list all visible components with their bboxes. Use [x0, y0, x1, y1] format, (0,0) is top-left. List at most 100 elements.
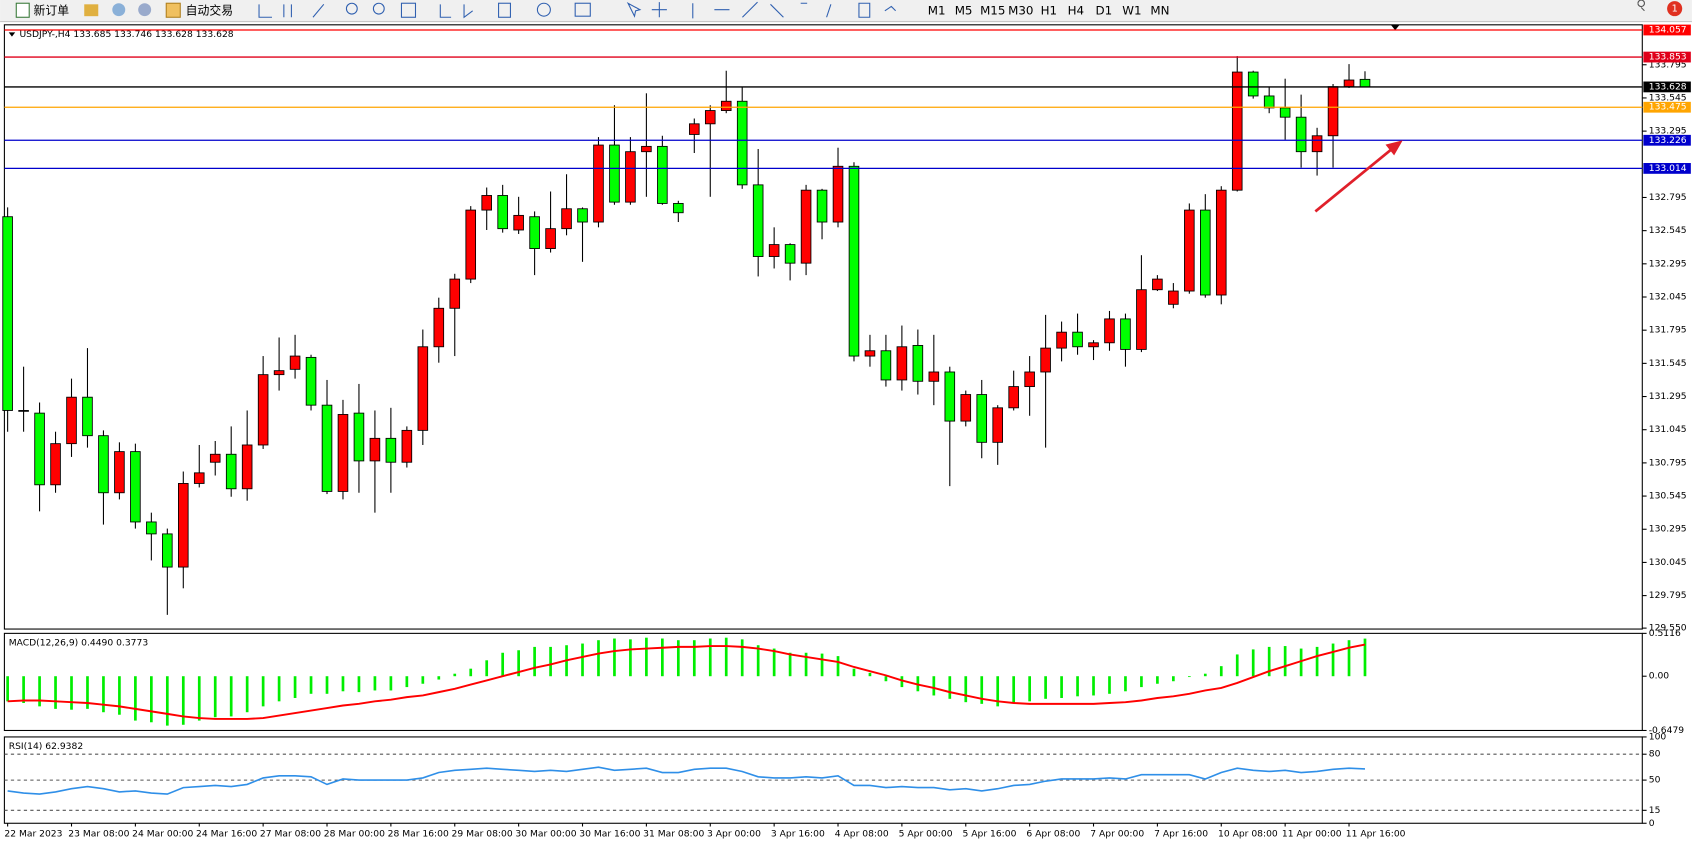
- candle-body: [529, 216, 540, 249]
- level-label-bg: [1643, 24, 1691, 36]
- candle-body: [1136, 289, 1147, 350]
- level-label: 133.475: [1649, 102, 1687, 113]
- level-label-bg: [1643, 81, 1691, 93]
- candle-body: [146, 521, 157, 535]
- level-label: 133.853: [1649, 52, 1687, 63]
- y-tick-label: 130.045: [1649, 557, 1687, 568]
- timeframe-button[interactable]: H1: [1041, 3, 1057, 17]
- y-tick-label: 132.045: [1649, 292, 1687, 303]
- toolbar-bg: [0, 0, 1692, 22]
- x-tick-label: 5 Apr 00:00: [899, 829, 953, 840]
- candle-body: [1040, 347, 1051, 373]
- candle-body: [66, 396, 77, 445]
- candle-body: [960, 394, 972, 422]
- level-label: 133.628: [1649, 81, 1687, 92]
- candle-body: [1247, 71, 1259, 97]
- candle-body: [1088, 342, 1099, 348]
- x-tick-label: 6 Apr 08:00: [1026, 829, 1080, 840]
- timeframe-button[interactable]: M1: [928, 3, 946, 17]
- candle-body: [625, 151, 636, 203]
- timeframe-button[interactable]: M15: [980, 3, 1005, 17]
- candle-body: [225, 453, 237, 490]
- candle-body: [1279, 107, 1291, 118]
- candle-body: [305, 356, 317, 406]
- candle-body: [816, 189, 828, 223]
- timeframe-button[interactable]: M5: [955, 3, 973, 17]
- candle-body: [720, 100, 732, 111]
- rsi-line: [7, 766, 1366, 795]
- chart-type-icons[interactable]: [258, 3, 325, 18]
- notification-badge-bg[interactable]: [1667, 1, 1683, 17]
- candle-body: [673, 203, 684, 214]
- toolbar-icon[interactable]: [84, 4, 99, 17]
- panel-label: RSI(14) 62.9382: [9, 741, 83, 752]
- zoom-out[interactable]: [372, 2, 385, 15]
- y-tick-label: 129.550: [1649, 623, 1687, 634]
- toolbar-icon[interactable]: [138, 3, 152, 17]
- candle-body: [1359, 78, 1371, 88]
- level-label-bg: [1643, 101, 1691, 113]
- annotation-arrow: [1314, 140, 1403, 213]
- candle-body: [114, 451, 125, 494]
- auto-trade-icon[interactable]: [165, 2, 181, 18]
- candle-body: [50, 443, 61, 486]
- candle-body: [385, 437, 397, 463]
- timeframe-button[interactable]: W1: [1122, 3, 1141, 17]
- toolbar-icon[interactable]: [112, 3, 126, 17]
- candle-body: [1184, 209, 1195, 292]
- autoscroll-icons[interactable]: [439, 4, 473, 19]
- toolbar-button[interactable]: 自动交易: [186, 3, 233, 17]
- periods[interactable]: [536, 2, 551, 17]
- x-tick-label: 28 Mar 00:00: [324, 829, 385, 840]
- timeframe-button[interactable]: D1: [1096, 3, 1113, 17]
- macd-panel: [3, 632, 1643, 732]
- symbol-marker: [8, 32, 16, 37]
- y-tick-label: 133.295: [1649, 126, 1687, 137]
- candle-body: [1343, 79, 1355, 88]
- candle-body: [1024, 371, 1035, 388]
- timeframe-button[interactable]: MN: [1150, 3, 1169, 17]
- x-tick-label: 10 Apr 08:00: [1218, 829, 1278, 840]
- x-tick-label: 27 Mar 08:00: [260, 829, 321, 840]
- level-label: 133.226: [1649, 135, 1687, 146]
- candle-body: [1200, 209, 1211, 296]
- y-tick-label: 80: [1649, 749, 1661, 760]
- candle-body: [1215, 189, 1227, 296]
- candle-body: [481, 195, 492, 211]
- zoom-in[interactable]: [345, 2, 358, 15]
- candle-body: [704, 110, 716, 125]
- candle-body: [545, 228, 556, 249]
- y-tick-label: 131.545: [1649, 358, 1687, 369]
- indicators[interactable]: [498, 2, 511, 18]
- x-tick-label: 4 Apr 08:00: [835, 829, 889, 840]
- templates[interactable]: [574, 2, 591, 17]
- x-tick-label: 31 Mar 08:00: [643, 829, 704, 840]
- candle-body: [896, 346, 908, 381]
- candle-body: [689, 123, 700, 135]
- y-tick-label: 15: [1649, 805, 1661, 816]
- x-tick-label: 23 Mar 08:00: [68, 829, 129, 840]
- toolbar-button[interactable]: 新订单: [34, 3, 70, 17]
- new-order-icon[interactable]: [15, 2, 30, 18]
- candle-body: [657, 145, 668, 204]
- search-icon[interactable]: [1637, 0, 1645, 12]
- drawing-tools[interactable]: [626, 1, 897, 19]
- timeframe-button[interactable]: M30: [1008, 3, 1033, 17]
- x-tick-label: 3 Apr 00:00: [707, 829, 761, 840]
- candle-body: [417, 346, 429, 431]
- candle-body: [752, 184, 764, 257]
- tile-windows[interactable]: [400, 2, 417, 18]
- timeframe-button[interactable]: H4: [1068, 3, 1084, 17]
- candle-body: [497, 195, 508, 230]
- candle-body: [1327, 86, 1339, 137]
- y-tick-label: 132.295: [1649, 258, 1687, 269]
- candle-body: [18, 410, 29, 412]
- candle-body: [209, 453, 221, 463]
- candle-body: [593, 144, 604, 223]
- candle-body: [928, 371, 940, 382]
- x-tick-label: 3 Apr 16:00: [771, 829, 825, 840]
- candle-body: [1295, 116, 1307, 153]
- candle-body: [289, 355, 301, 370]
